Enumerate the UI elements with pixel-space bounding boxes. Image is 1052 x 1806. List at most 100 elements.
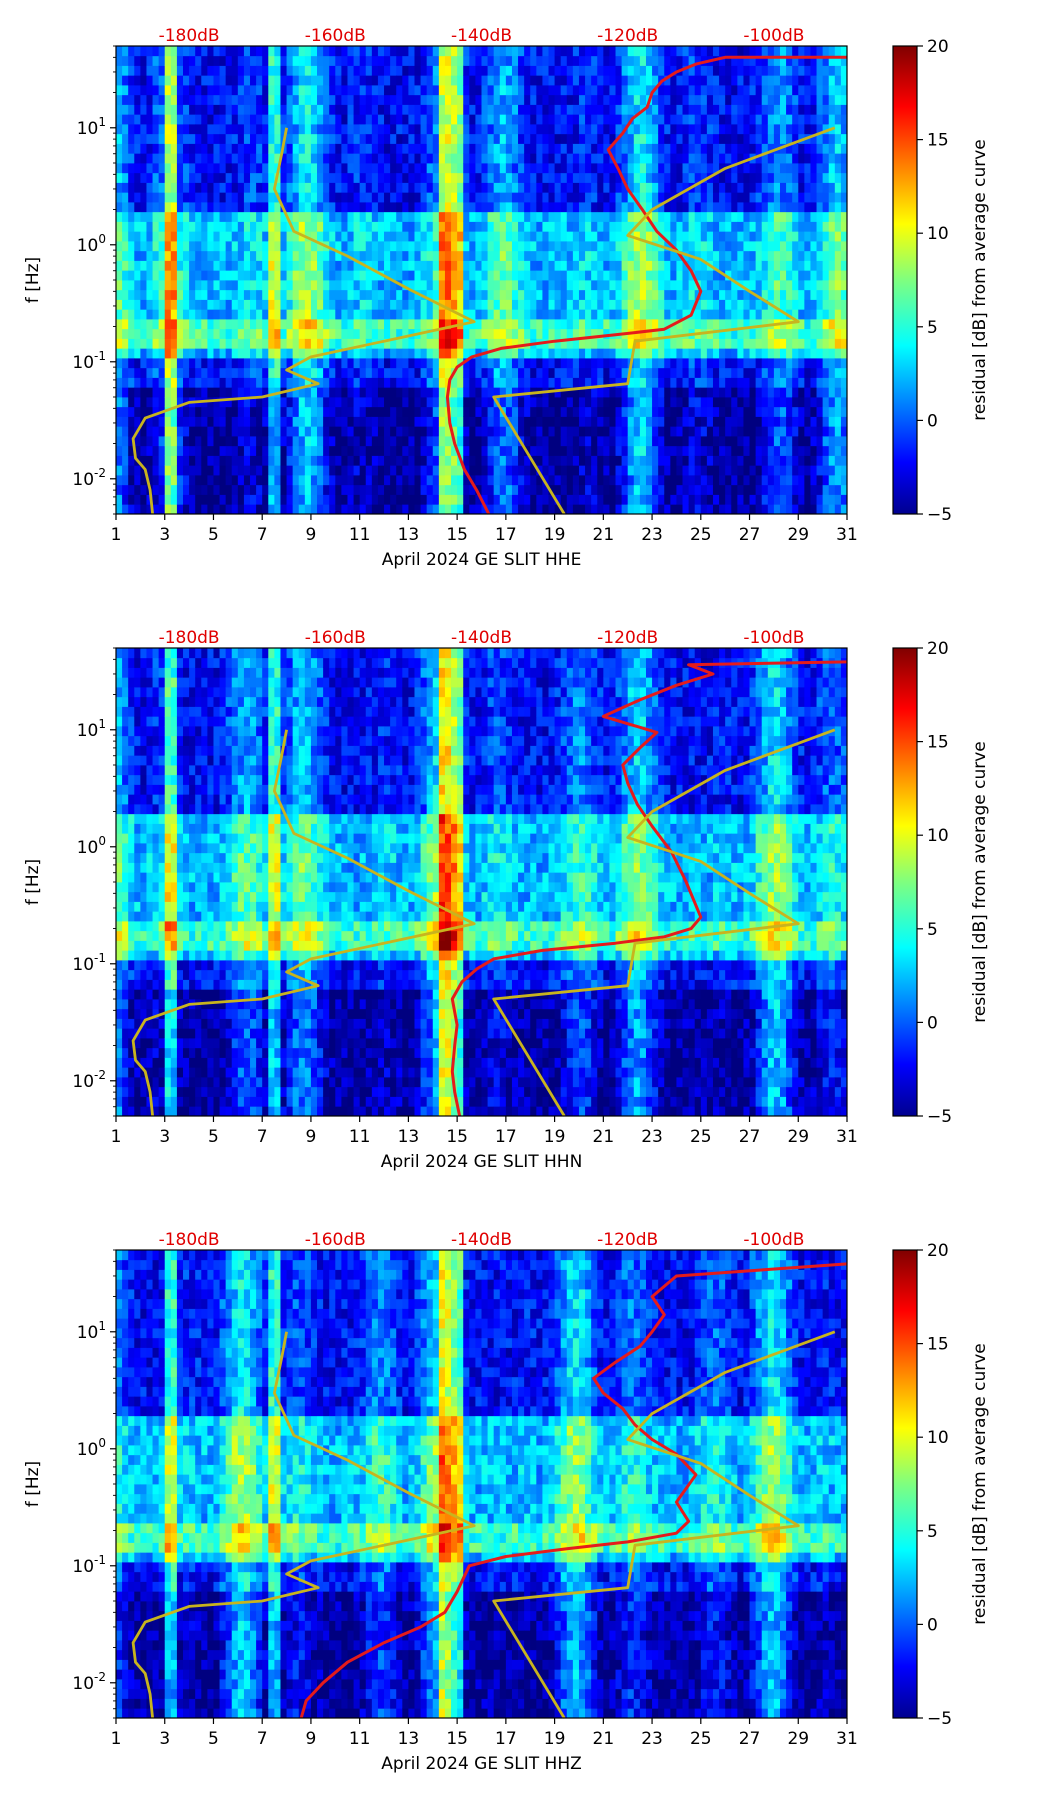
colorbar-label: residual [dB] from average curve (970, 139, 990, 420)
x-tick-label: 9 (306, 1729, 317, 1749)
top-db-label: -160dB (305, 628, 366, 648)
colorbar-label: residual [dB] from average curve (970, 741, 990, 1022)
x-tick-label: 17 (495, 525, 517, 545)
curve-red-curve (450, 660, 848, 1117)
top-db-label: -160dB (305, 26, 366, 46)
x-tick-label: 19 (544, 1729, 566, 1749)
x-tick-label: 25 (690, 525, 712, 545)
x-tick-label: 23 (641, 1729, 663, 1749)
y-tick-label: 100 (77, 834, 106, 858)
top-db-label: -180dB (159, 1230, 220, 1250)
spectrogram-cells (116, 648, 848, 1117)
y-tick-label: 10-2 (72, 1068, 106, 1092)
colorbar-tick-label: 5 (927, 1522, 938, 1542)
colorbar-tick-label: 10 (927, 1428, 949, 1448)
x-tick-label: 31 (836, 525, 858, 545)
colorbar (892, 45, 918, 515)
x-tick-label: 7 (257, 1729, 268, 1749)
top-db-label: -120dB (597, 628, 658, 648)
x-tick-label: 15 (446, 525, 468, 545)
x-tick-label: 29 (787, 1127, 809, 1147)
y-tick-label: 101 (77, 115, 106, 139)
top-db-label: -140dB (451, 1230, 512, 1250)
x-tick-label: 23 (641, 525, 663, 545)
spectrogram-cells (116, 46, 848, 515)
curve-yellow-noise-model-curve-low- (131, 127, 476, 515)
colorbar-tick-label: 15 (927, 131, 949, 151)
x-tick-label: 29 (787, 525, 809, 545)
x-tick-label: 31 (836, 1127, 858, 1147)
curve-yellow-noise-model-curve-high- (492, 126, 836, 515)
top-db-label: -100dB (743, 628, 804, 648)
x-tick-label: 15 (446, 1729, 468, 1749)
x-axis-label: April 2024 GE SLIT HHN (381, 1152, 583, 1172)
x-tick-label: 17 (495, 1127, 517, 1147)
top-db-label: -160dB (305, 1230, 366, 1250)
x-tick-label: 17 (495, 1729, 517, 1749)
top-db-label: -100dB (743, 26, 804, 46)
colorbar-tick-label: 5 (927, 920, 938, 940)
top-db-label: -140dB (451, 628, 512, 648)
x-tick-label: 13 (398, 1729, 420, 1749)
top-db-label: -120dB (597, 26, 658, 46)
curve-red-curve (299, 1262, 848, 1719)
x-tick-label: 1 (111, 1729, 122, 1749)
x-tick-label: 15 (446, 1127, 468, 1147)
y-axis-label: f [Hz] (23, 1461, 43, 1507)
colorbar (892, 1249, 918, 1719)
y-tick-label: 101 (77, 717, 106, 741)
x-tick-label: 9 (306, 525, 317, 545)
x-tick-label: 5 (208, 1729, 219, 1749)
y-tick-label: 10-1 (72, 349, 106, 373)
top-db-label: -180dB (159, 628, 220, 648)
colorbar-tick-label: 20 (927, 37, 949, 57)
x-tick-label: 11 (349, 1127, 371, 1147)
spectrogram-cells (116, 1250, 848, 1719)
colorbar-label: residual [dB] from average curve (970, 1343, 990, 1624)
x-tick-label: 25 (690, 1127, 712, 1147)
colorbar (892, 647, 918, 1117)
colorbar-tick-label: 0 (927, 411, 938, 431)
top-db-label: -120dB (597, 1230, 658, 1250)
x-tick-label: 27 (739, 1729, 761, 1749)
top-db-label: -180dB (159, 26, 220, 46)
curve-yellow-noise-model-curve-high- (492, 1330, 836, 1719)
y-tick-label: 100 (77, 1436, 106, 1460)
y-tick-label: 10-2 (72, 1670, 106, 1694)
x-tick-label: 21 (593, 525, 615, 545)
y-tick-label: 10-1 (72, 951, 106, 975)
x-tick-label: 13 (398, 1127, 420, 1147)
colorbar-tick-label: 20 (927, 639, 949, 659)
curve-yellow-noise-model-curve-high- (492, 728, 836, 1117)
colorbar-tick-label: −5 (927, 1709, 952, 1729)
x-tick-label: 19 (544, 525, 566, 545)
colorbar-tick-label: 0 (927, 1013, 938, 1033)
x-tick-label: 23 (641, 1127, 663, 1147)
x-tick-label: 31 (836, 1729, 858, 1749)
curve-red-curve (445, 55, 847, 515)
colorbar-tick-label: 10 (927, 826, 949, 846)
x-tick-label: 11 (349, 525, 371, 545)
x-tick-label: 5 (208, 1127, 219, 1147)
y-tick-label: 101 (77, 1319, 106, 1343)
colorbar-tick-label: −5 (927, 1107, 952, 1127)
x-tick-label: 5 (208, 525, 219, 545)
x-tick-label: 3 (159, 525, 170, 545)
x-tick-label: 19 (544, 1127, 566, 1147)
x-tick-label: 21 (593, 1729, 615, 1749)
x-tick-label: 25 (690, 1729, 712, 1749)
curve-yellow-noise-model-curve-low- (131, 1331, 476, 1719)
top-db-label: -100dB (743, 1230, 804, 1250)
x-tick-label: 1 (111, 525, 122, 545)
x-tick-label: 3 (159, 1729, 170, 1749)
x-tick-label: 9 (306, 1127, 317, 1147)
x-axis-label: April 2024 GE SLIT HHZ (381, 1754, 582, 1774)
x-tick-label: 7 (257, 525, 268, 545)
x-tick-label: 27 (739, 525, 761, 545)
x-tick-label: 1 (111, 1127, 122, 1147)
y-tick-label: 100 (77, 232, 106, 256)
x-axis-label: April 2024 GE SLIT HHE (382, 550, 582, 570)
x-tick-label: 21 (593, 1127, 615, 1147)
